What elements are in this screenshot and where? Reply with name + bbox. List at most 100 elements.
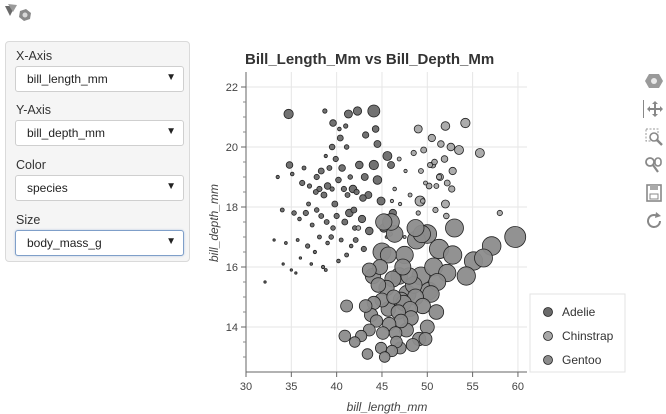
data-point-adelie <box>322 108 328 114</box>
data-point-chinstrap <box>403 168 408 174</box>
data-point-chinstrap <box>440 121 451 131</box>
data-point-chinstrap <box>436 173 443 181</box>
y-axis-title: bill_depth_mm <box>207 184 221 262</box>
data-point-adelie <box>328 234 334 240</box>
x-tick-label: 55 <box>466 381 478 393</box>
data-point-chinstrap <box>432 206 439 214</box>
data-point-adelie <box>284 241 288 245</box>
data-point-adelie <box>294 271 298 275</box>
data-point-gentoo <box>428 304 445 320</box>
data-point-gentoo <box>349 336 361 348</box>
data-point-adelie <box>302 209 309 217</box>
data-point-adelie <box>279 207 285 213</box>
data-point-chinstrap <box>413 124 423 134</box>
data-point-chinstrap <box>431 158 438 166</box>
data-point-adelie <box>263 280 267 284</box>
x-tick-label: 40 <box>331 381 343 393</box>
x-axis-label: X-Axis <box>16 49 53 63</box>
plot-toolbar <box>643 70 665 240</box>
data-point-chinstrap <box>496 209 503 217</box>
data-point-adelie <box>289 171 295 177</box>
data-point-gentoo <box>375 213 393 231</box>
data-point-adelie <box>359 194 367 202</box>
data-point-chinstrap <box>474 148 485 158</box>
size-select[interactable]: body_mass_g ▼ <box>15 230 184 256</box>
data-point-adelie <box>331 200 339 208</box>
data-point-chinstrap <box>437 140 445 148</box>
data-point-gentoo <box>361 348 374 360</box>
y-axis-value: bill_depth_mm <box>27 126 106 140</box>
data-point-gentoo <box>474 248 493 268</box>
legend: Adelie Chinstrap Gentoo <box>529 293 626 373</box>
data-point-adelie <box>323 268 328 272</box>
data-point-adelie <box>365 226 374 236</box>
data-point-chinstrap <box>441 199 450 209</box>
data-point-chinstrap <box>440 155 449 163</box>
data-point-adelie <box>272 238 276 242</box>
data-point-chinstrap <box>396 156 402 162</box>
data-point-adelie <box>329 119 337 127</box>
data-point-adelie <box>326 165 333 171</box>
data-point-adelie <box>317 234 322 240</box>
chart-title: Bill_Length_Mm vs Bill_Depth_Mm <box>245 51 494 68</box>
data-point-adelie <box>305 243 311 249</box>
data-point-chinstrap <box>402 235 407 239</box>
box-zoom-icon[interactable] <box>643 126 665 148</box>
data-point-gentoo <box>361 262 377 278</box>
data-point-adelie <box>291 210 297 216</box>
data-point-adelie <box>347 174 353 180</box>
data-point-chinstrap <box>389 198 395 204</box>
data-point-gentoo <box>456 266 476 286</box>
wheel-zoom-icon[interactable] <box>643 154 665 176</box>
data-point-adelie <box>298 256 303 260</box>
reset-icon[interactable] <box>643 210 665 232</box>
y-axis-select[interactable]: bill_depth_mm ▼ <box>15 120 184 146</box>
data-point-adelie <box>299 179 306 187</box>
x-axis-select[interactable]: bill_length_mm ▼ <box>15 66 184 92</box>
data-point-adelie <box>357 214 367 224</box>
data-point-adelie <box>329 186 335 192</box>
app-logo-icon <box>5 4 31 21</box>
y-axis-label: Y-Axis <box>16 103 51 117</box>
data-point-adelie <box>306 201 311 207</box>
data-point-adelie <box>367 104 381 118</box>
data-point-chinstrap <box>407 192 413 198</box>
y-tick-label: 20 <box>226 142 238 154</box>
data-point-chinstrap <box>355 225 362 231</box>
x-tick-label: 50 <box>421 381 433 393</box>
data-point-gentoo <box>340 299 354 313</box>
pan-icon[interactable] <box>643 98 665 120</box>
chevron-down-icon: ▼ <box>166 181 176 192</box>
chevron-down-icon: ▼ <box>166 236 176 247</box>
data-point-adelie <box>352 237 359 243</box>
data-point-adelie <box>371 125 380 133</box>
data-point-adelie <box>348 243 354 249</box>
data-point-adelie <box>344 192 351 198</box>
data-point-gentoo <box>406 219 425 237</box>
data-point-adelie <box>352 106 363 116</box>
color-select[interactable]: species ▼ <box>15 175 184 201</box>
data-point-adelie <box>344 109 353 119</box>
data-point-adelie <box>336 134 344 142</box>
data-point-adelie <box>301 165 307 171</box>
data-point-adelie <box>362 131 370 139</box>
data-point-adelie <box>340 185 347 193</box>
data-point-adelie <box>313 207 320 213</box>
data-point-gentoo <box>393 313 409 329</box>
data-point-chinstrap <box>448 185 456 193</box>
bokeh-logo-icon[interactable] <box>643 70 665 92</box>
data-point-gentoo <box>338 329 352 343</box>
save-icon[interactable] <box>643 182 665 204</box>
data-point-adelie <box>323 153 328 159</box>
data-point-adelie <box>368 159 379 171</box>
data-point-chinstrap <box>443 212 450 220</box>
data-point-adelie <box>297 216 302 222</box>
data-point-chinstrap <box>423 180 428 186</box>
color-label: Color <box>16 158 46 172</box>
data-point-gentoo <box>379 246 397 264</box>
data-point-adelie <box>332 155 339 163</box>
data-point-adelie <box>285 161 294 169</box>
data-point-adelie <box>323 219 330 225</box>
data-point-chinstrap <box>420 198 426 204</box>
